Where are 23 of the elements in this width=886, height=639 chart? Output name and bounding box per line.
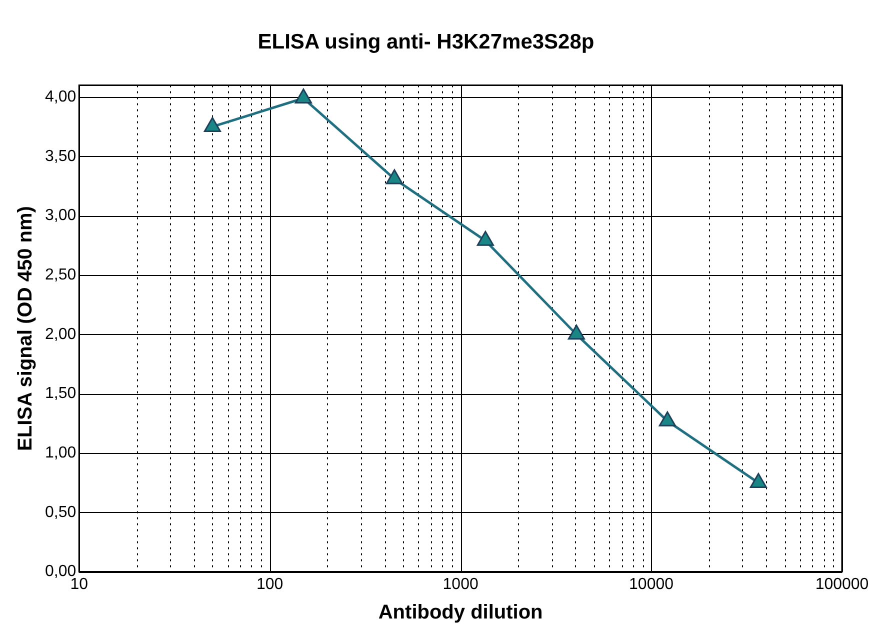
x-axis-title: Antibody dilution	[378, 602, 543, 624]
y-tick-label: 2,50	[45, 266, 76, 284]
point	[204, 116, 221, 132]
point	[568, 324, 585, 340]
y-tick-label: 3,00	[45, 207, 76, 224]
point	[750, 473, 767, 488]
point	[386, 169, 403, 184]
point	[658, 411, 676, 426]
x-tick-label: 100	[256, 576, 284, 593]
point	[294, 88, 312, 104]
y-tick-label: 1,50	[45, 385, 76, 402]
y-tick-label: 3,50	[45, 148, 76, 165]
y-tick-label: 2,00	[45, 326, 76, 343]
y-tick-label: 0,50	[45, 504, 76, 521]
y-axis-title: ELISA signal (OD 450 nm)	[14, 206, 37, 451]
x-tick-label: 100000	[815, 576, 869, 593]
y-tick-label: 1,00	[45, 444, 76, 462]
chart-title: ELISA using anti- H3K27me3S28p	[258, 30, 594, 54]
x-tick-label: 10000	[629, 576, 674, 593]
y-tick-label: 4,00	[45, 88, 76, 106]
x-tick-label: 1000	[442, 576, 478, 593]
x-tick-label: 10	[70, 576, 88, 593]
point	[476, 230, 494, 246]
